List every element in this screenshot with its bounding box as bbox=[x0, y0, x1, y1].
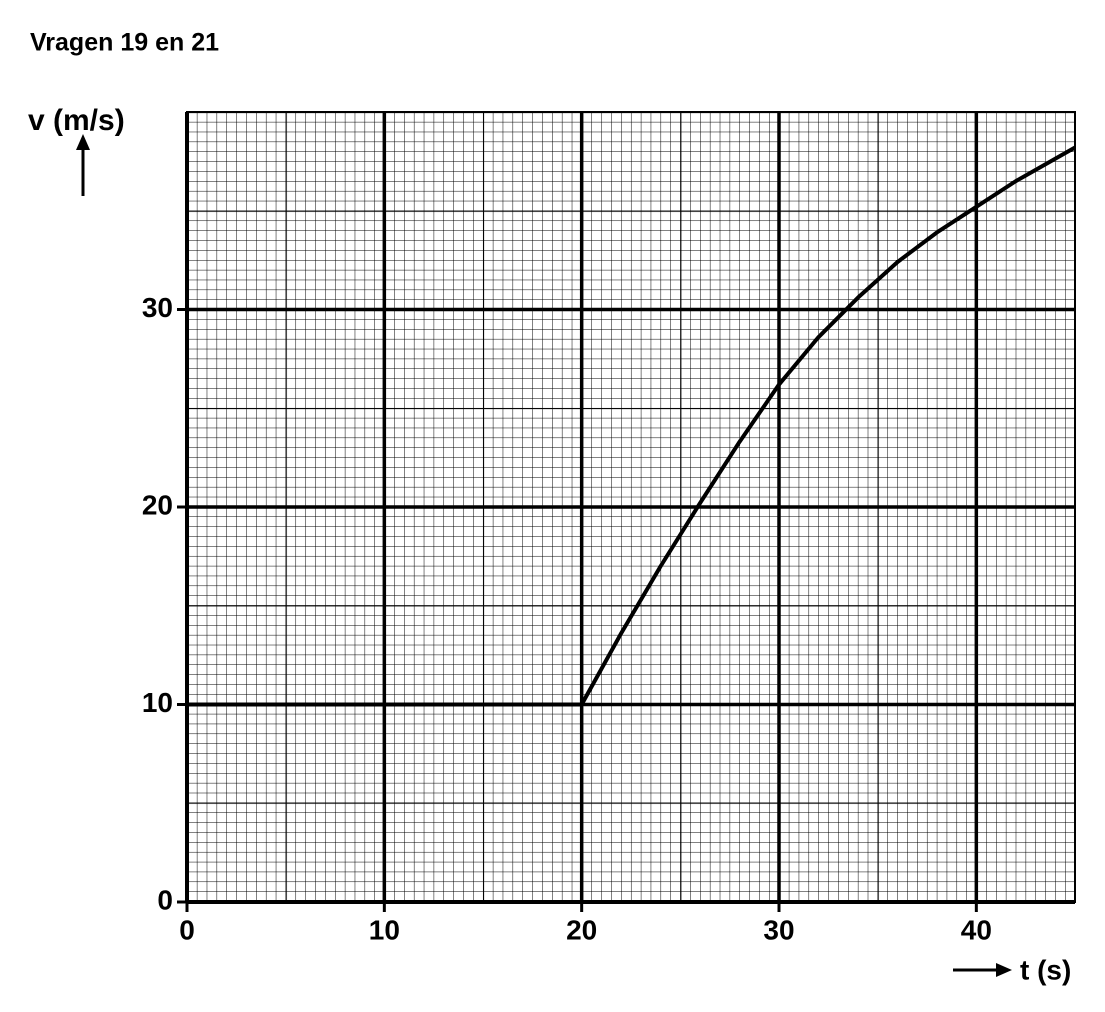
x-tick-label: 10 bbox=[369, 914, 400, 945]
y-tick-label: 10 bbox=[142, 687, 173, 718]
y-arrowhead bbox=[76, 134, 90, 150]
chart-title: Vragen 19 en 21 bbox=[30, 29, 219, 57]
x-arrowhead bbox=[996, 963, 1012, 977]
x-tick-label: 20 bbox=[566, 914, 597, 945]
y-axis-label: v (m/s) bbox=[28, 104, 125, 137]
y-tick-label: 20 bbox=[142, 489, 173, 520]
x-axis-label: t (s) bbox=[1020, 954, 1071, 985]
y-tick-label: 0 bbox=[157, 884, 173, 915]
data-line bbox=[187, 145, 1076, 707]
x-tick-label: 40 bbox=[961, 914, 992, 945]
x-tick-label: 30 bbox=[763, 914, 794, 945]
x-tick-label: 0 bbox=[179, 914, 195, 945]
y-tick-label: 30 bbox=[142, 292, 173, 323]
